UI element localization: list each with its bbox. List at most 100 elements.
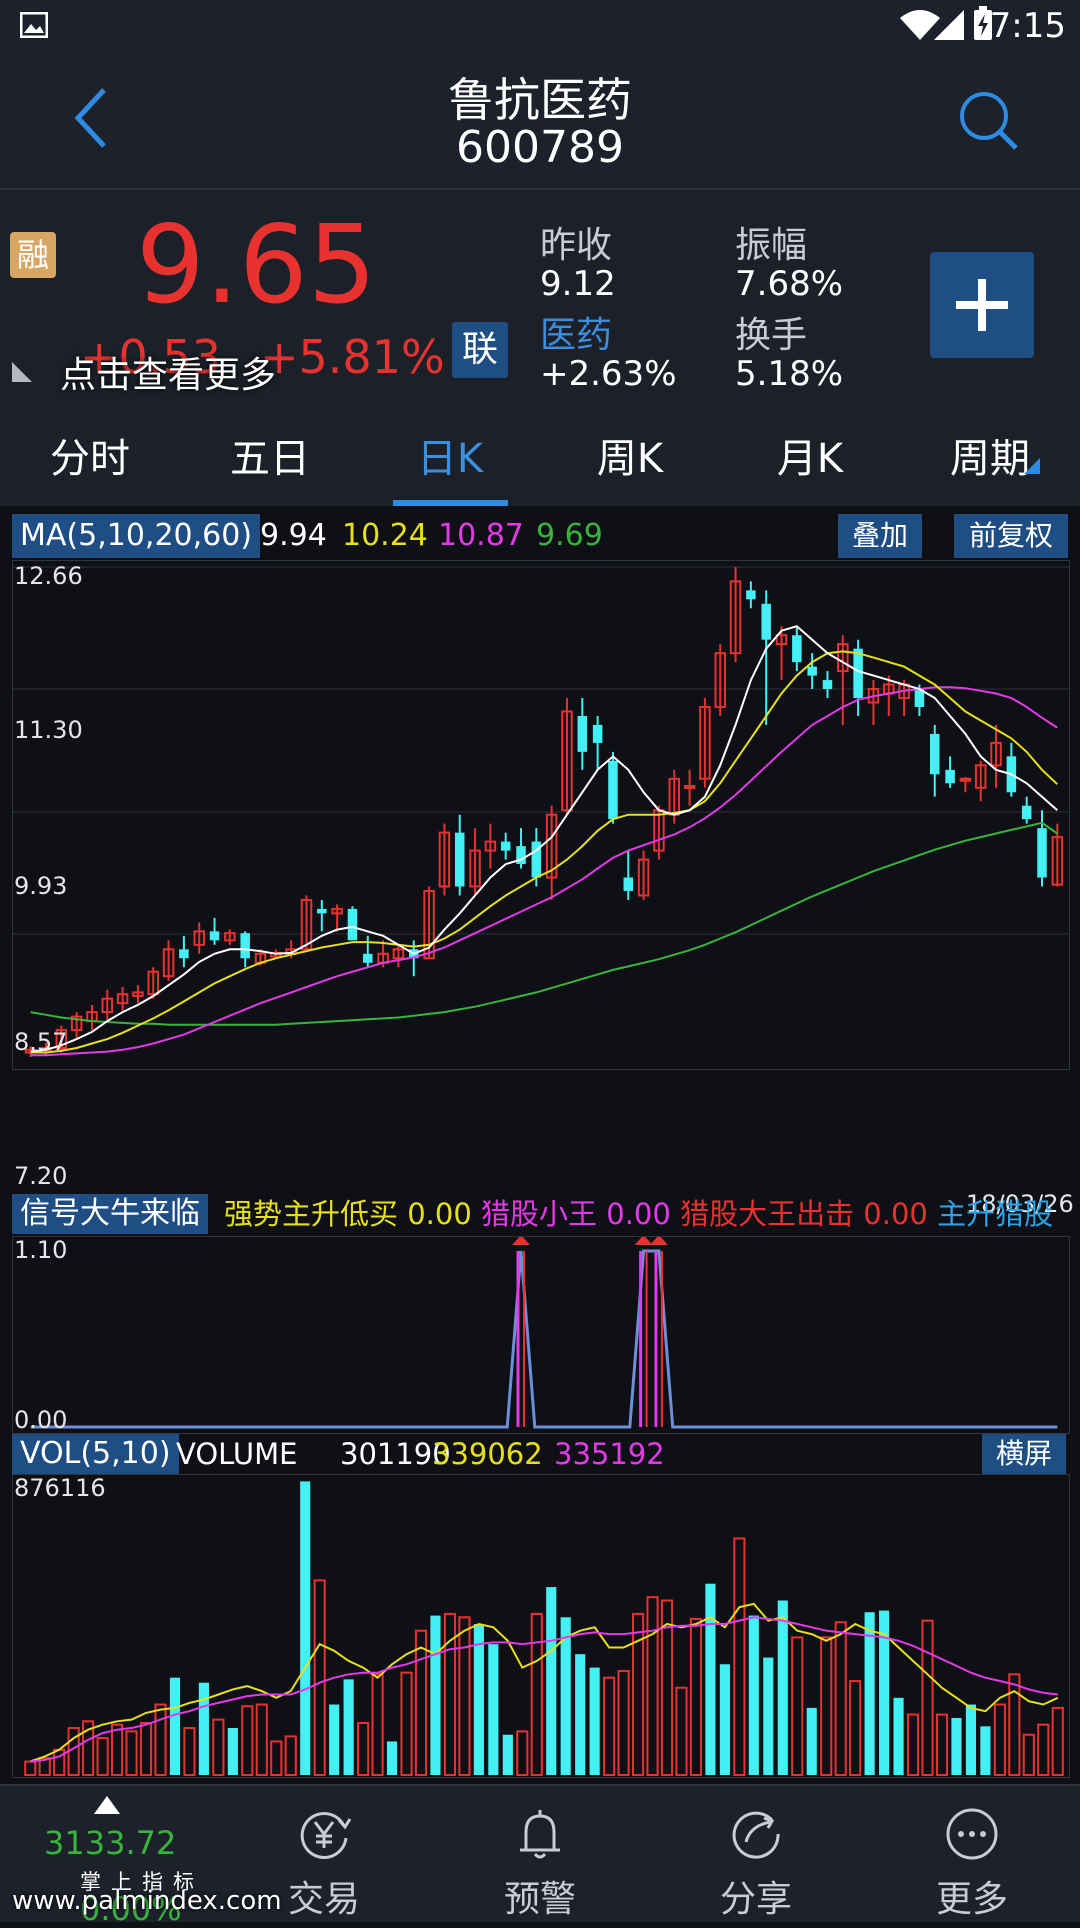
candle-body bbox=[714, 652, 726, 708]
sector-label[interactable]: 医药 bbox=[540, 315, 613, 356]
candle-body bbox=[683, 784, 696, 789]
candle-body bbox=[531, 841, 542, 878]
add-watchlist-button[interactable] bbox=[930, 252, 1034, 358]
volume-bar bbox=[502, 1734, 513, 1775]
ma20-line bbox=[30, 686, 1058, 1057]
vol-label[interactable]: VOL(5,10) bbox=[12, 1434, 179, 1474]
adjust-button[interactable]: 前复权 bbox=[954, 514, 1068, 558]
tab-daily-k[interactable]: 日K bbox=[416, 436, 484, 482]
nav-more[interactable]: 更多 bbox=[864, 1786, 1080, 1922]
signal-arrow bbox=[649, 1237, 668, 1245]
volume-bar bbox=[980, 1726, 991, 1775]
chart-area[interactable]: MA(5,10,20,60) 9.94 10.24 10.87 9.69 叠加 … bbox=[0, 506, 1080, 1784]
signal-legend: 强势主升低买 0.00 猎股小王 0.00 猎股大王出击 0.00 主升猎股 bbox=[224, 1194, 1053, 1234]
brand-label: 掌上指标 bbox=[80, 1870, 204, 1894]
volume-bar bbox=[935, 1713, 949, 1777]
candle-body bbox=[116, 993, 129, 1005]
volume-bar bbox=[951, 1717, 962, 1775]
signal-line bbox=[30, 1249, 1058, 1429]
candle-body bbox=[1021, 805, 1032, 820]
landscape-button[interactable]: 横屏 bbox=[982, 1434, 1066, 1474]
candle-body bbox=[990, 741, 1002, 767]
candle-body bbox=[300, 898, 313, 951]
nav-trade[interactable]: 交易 bbox=[216, 1786, 432, 1922]
nav-label: 分享 bbox=[719, 1879, 792, 1920]
candle-body bbox=[55, 1029, 68, 1050]
candle-body bbox=[500, 841, 511, 851]
volume-bar bbox=[834, 1621, 847, 1776]
candle-body bbox=[132, 991, 144, 997]
image-notification-icon bbox=[20, 12, 48, 38]
signal-name: 猎股小王 bbox=[481, 1197, 598, 1231]
signal-name: 强势主升低买 bbox=[224, 1197, 399, 1231]
ma-label[interactable]: MA(5,10,20,60) bbox=[12, 514, 261, 558]
candle-body bbox=[792, 635, 802, 663]
price-axis-label: 9.93 bbox=[14, 872, 68, 900]
expand-triangle-icon[interactable] bbox=[10, 360, 34, 384]
back-arrow-icon[interactable] bbox=[70, 86, 110, 150]
candle-body bbox=[729, 580, 742, 655]
volume-bar bbox=[1008, 1673, 1021, 1776]
volume-value: 301190 bbox=[340, 1437, 451, 1471]
tab-period[interactable]: 周期 bbox=[950, 436, 1030, 482]
ma60-line bbox=[30, 821, 1058, 1026]
volume-bar bbox=[791, 1636, 804, 1776]
price-change: +0.53 bbox=[80, 330, 221, 384]
signal-label[interactable]: 信号大牛来临 bbox=[12, 1194, 208, 1234]
search-icon[interactable] bbox=[956, 88, 1020, 152]
volume-bar bbox=[733, 1537, 746, 1776]
candle-body bbox=[775, 634, 788, 646]
volume-bar bbox=[284, 1735, 297, 1776]
volume-bar bbox=[660, 1599, 674, 1776]
candle-body bbox=[592, 724, 603, 743]
candle-body bbox=[807, 666, 817, 676]
volume-bar bbox=[632, 1612, 645, 1776]
volume-bar bbox=[212, 1718, 225, 1776]
candle-body bbox=[914, 689, 925, 707]
tab-monthly-k[interactable]: 月K bbox=[776, 436, 844, 482]
price-change-pct: +5.81% bbox=[260, 330, 445, 384]
volume-bar bbox=[357, 1721, 370, 1777]
ma20-value: 10.87 bbox=[438, 518, 524, 553]
tab-five-day[interactable]: 五日 bbox=[230, 436, 310, 482]
current-price: 9.65 bbox=[136, 203, 377, 328]
candle-body bbox=[209, 931, 220, 941]
candle-body bbox=[623, 877, 634, 891]
turnover-value: 5.18% bbox=[735, 354, 844, 394]
candle-body bbox=[423, 889, 435, 960]
candlestick-chart[interactable] bbox=[12, 560, 1070, 1070]
volume-bar bbox=[443, 1612, 456, 1776]
nav-alert[interactable]: 预警 bbox=[432, 1786, 648, 1922]
ma5-value: 9.94 bbox=[260, 518, 327, 553]
volume-bar bbox=[198, 1682, 209, 1775]
candle-body bbox=[101, 997, 114, 1014]
candle-body bbox=[577, 715, 588, 752]
candle-body bbox=[822, 680, 833, 690]
view-more-link[interactable]: 点击查看更多 bbox=[60, 355, 277, 396]
stock-header: 鲁抗医药 600789 bbox=[0, 52, 1080, 190]
volume-bar bbox=[329, 1704, 340, 1775]
candle-body bbox=[70, 1015, 83, 1032]
yen-cycle-icon bbox=[300, 1812, 352, 1859]
linked-button[interactable]: 联 bbox=[452, 322, 508, 378]
amplitude-value: 7.68% bbox=[735, 264, 844, 304]
plus-icon bbox=[956, 279, 1008, 331]
volume-bar bbox=[546, 1587, 557, 1775]
index-widget[interactable]: 3133.72 掌上指标 0.00% www.palmindex.com bbox=[0, 1786, 282, 1928]
volume-bar bbox=[516, 1730, 529, 1776]
overlay-button[interactable]: 叠加 bbox=[838, 514, 922, 558]
nav-share[interactable]: 分享 bbox=[648, 1786, 864, 1922]
candle-body bbox=[162, 948, 175, 978]
volume-bar bbox=[227, 1728, 238, 1775]
status-bar: 7:15 bbox=[0, 0, 1080, 52]
period-tabs: 分时 五日 日K 周K 月K 周期 bbox=[0, 412, 1080, 508]
signal-name: 主升猎股 bbox=[937, 1197, 1054, 1231]
volume-bar bbox=[430, 1615, 441, 1775]
volume-chart[interactable] bbox=[12, 1474, 1070, 1778]
tab-weekly-k[interactable]: 周K bbox=[596, 436, 664, 482]
vol-ma5-line bbox=[29, 1602, 1059, 1763]
tab-intraday[interactable]: 分时 bbox=[50, 436, 130, 482]
prev-close-value: 9.12 bbox=[540, 264, 616, 304]
candle-body bbox=[837, 643, 849, 673]
signal-chart[interactable] bbox=[12, 1236, 1070, 1434]
